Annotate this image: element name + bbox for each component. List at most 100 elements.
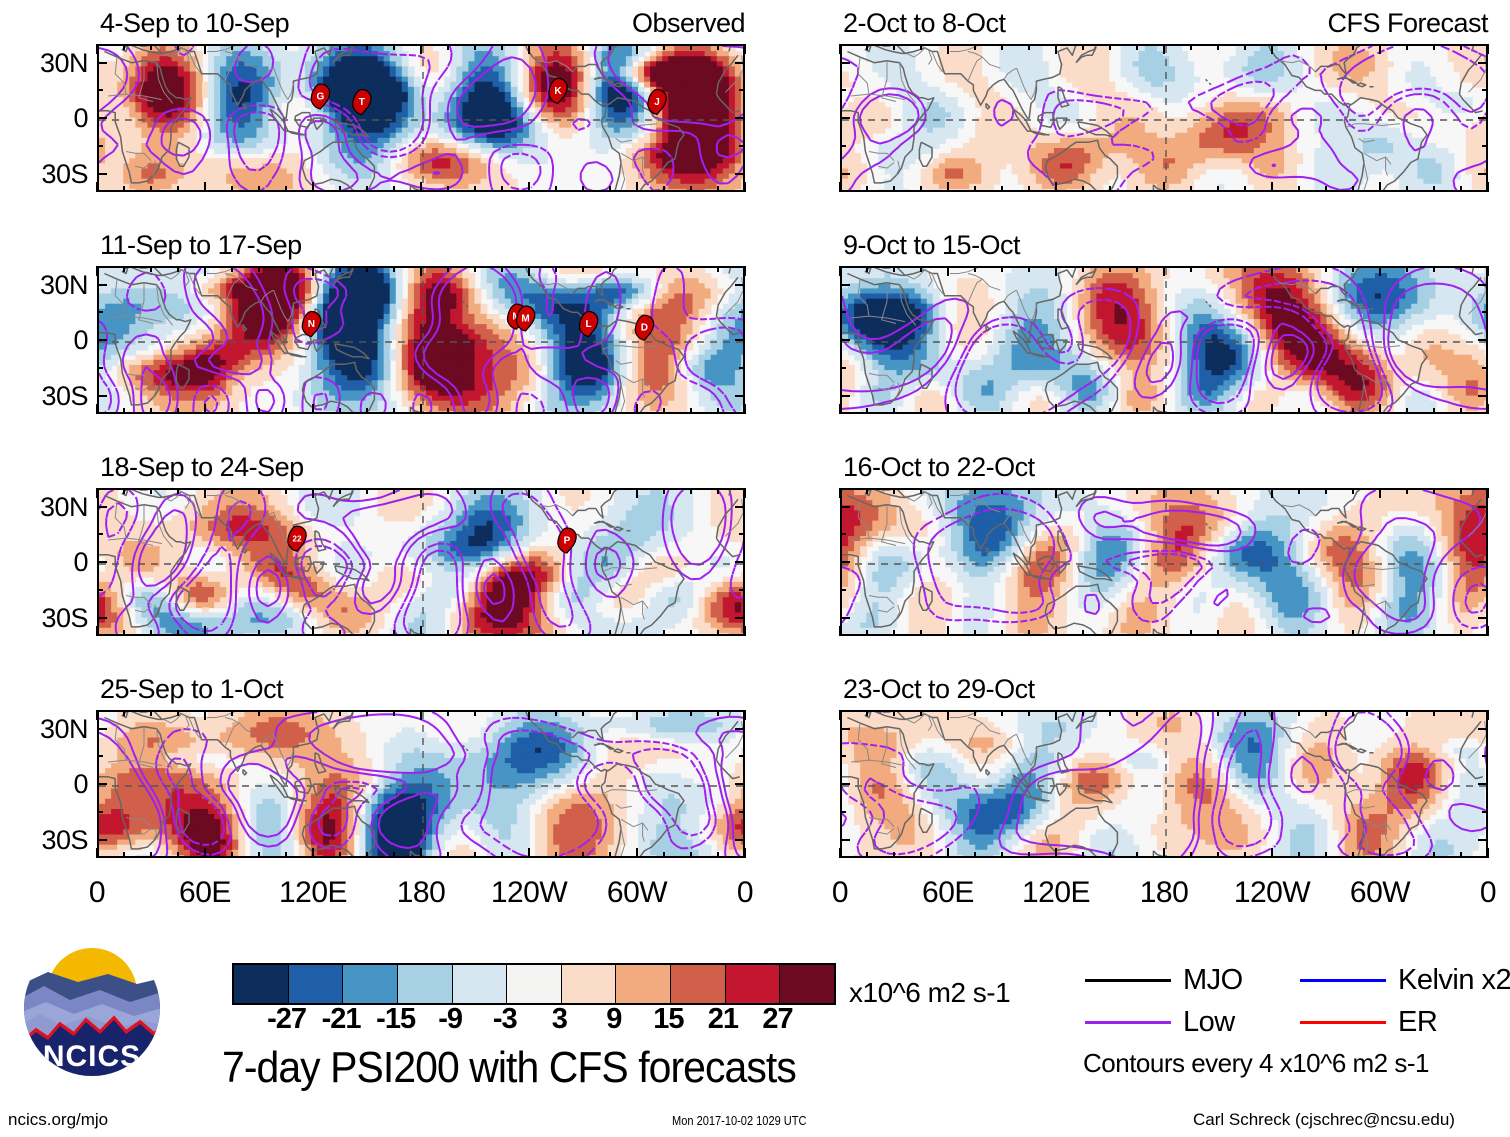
legend-label-er: ER	[1398, 1008, 1438, 1037]
y-axis-tick-label: 30N	[0, 715, 89, 743]
colorbar-tick-label: 3	[519, 1005, 599, 1034]
low-contour-positive	[137, 490, 727, 608]
map-plot-area	[840, 488, 1488, 636]
cyclone-label: K	[554, 86, 562, 97]
y-axis-tick-label: 30S	[0, 604, 88, 632]
y-axis-tick-label: 30N	[0, 493, 89, 521]
panel-title: 4-Sep to 10-Sep	[100, 8, 290, 38]
tropical-cyclone-marker: D	[634, 314, 655, 341]
colorbar-swatch	[724, 965, 780, 1003]
legend-label-mjo: MJO	[1183, 966, 1243, 995]
low-contour-positive	[99, 46, 743, 190]
coastlines	[842, 268, 1486, 412]
colorbar-tick-label: 27	[737, 1005, 817, 1034]
legend-line-er	[1300, 1021, 1386, 1024]
low-contour-positive	[99, 712, 743, 856]
coastlines	[99, 268, 743, 412]
x-axis-tick-label: 180	[1109, 878, 1219, 908]
panel-title: 23-Oct to 29-Oct	[843, 674, 1035, 704]
y-axis-tick-label: 0	[0, 105, 88, 132]
x-axis-tick-label: 0	[42, 878, 152, 908]
panel-title: 18-Sep to 24-Sep	[100, 452, 304, 482]
colorbar-tick-label: -27	[247, 1005, 327, 1034]
colorbar-units-label: x10^6 m2 s-1	[849, 977, 1011, 1009]
low-contour-negative	[99, 268, 743, 412]
map-plot-area	[840, 266, 1488, 414]
low-contour-negative	[944, 268, 1394, 412]
colorbar	[232, 963, 836, 1005]
tropical-cyclone-marker: T	[352, 88, 372, 116]
panel-title: 16-Oct to 22-Oct	[843, 452, 1035, 482]
cyclone-label: J	[654, 97, 660, 108]
low-contour-negative	[863, 712, 1416, 856]
footer-author: Carl Schreck (cjschrec@ncsu.edu)	[1193, 1110, 1455, 1130]
colorbar-swatch	[615, 965, 671, 1003]
low-contour-positive	[1015, 712, 1203, 856]
colorbar-swatch	[342, 965, 397, 1003]
low-contour-positive	[99, 46, 743, 190]
tropical-cyclone-marker: 22	[287, 525, 307, 552]
panel-title: 11-Sep to 17-Sep	[100, 230, 302, 260]
colorbar-swatch	[396, 965, 452, 1003]
cyclone-label: N	[308, 319, 315, 330]
low-contour-negative	[166, 729, 711, 856]
low-contour-positive	[842, 282, 1486, 393]
legend-label-low: Low	[1183, 1008, 1235, 1037]
contour-interval-note: Contours every 4 x10^6 m2 s-1	[1083, 1048, 1429, 1079]
tropical-cyclone-marker: J	[647, 88, 667, 116]
coastlines	[99, 490, 743, 634]
legend-entry-low: Low	[1085, 1008, 1235, 1037]
coastlines	[99, 46, 743, 190]
panel-title: 25-Sep to 1-Oct	[100, 674, 284, 704]
low-contour-positive	[842, 268, 1486, 410]
coastlines	[99, 712, 743, 856]
colorbar-tick-label: 9	[574, 1005, 654, 1034]
colorbar-swatch	[670, 965, 725, 1003]
y-axis-tick-label: 0	[0, 549, 88, 576]
legend-label-kelvin: Kelvin x2	[1398, 966, 1510, 995]
tropical-cyclone-marker: G	[310, 83, 331, 110]
low-contour-negative	[155, 716, 717, 856]
footer-timestamp: Mon 2017-10-02 1029 UTC	[672, 1113, 807, 1128]
colorbar-swatch	[287, 965, 343, 1003]
colorbar-tick-label: -15	[356, 1005, 436, 1034]
y-axis-tick-label: 0	[0, 327, 88, 354]
legend-entry-kelvin: Kelvin x2	[1300, 966, 1510, 995]
x-axis-tick-label: 120W	[474, 878, 584, 908]
coastlines	[842, 46, 1486, 190]
colorbar-tick-label: 21	[683, 1005, 763, 1034]
map-plot-area: 22 P	[97, 488, 745, 636]
colorbar-tick-label: -9	[410, 1005, 490, 1034]
footer-site-link[interactable]: ncics.org/mjo	[8, 1110, 108, 1130]
map-plot-area	[840, 44, 1488, 192]
x-axis-tick-label: 60E	[150, 878, 260, 908]
colorbar-swatch	[779, 965, 835, 1003]
x-axis-tick-label: 0	[1433, 878, 1510, 908]
low-contour-negative	[842, 492, 1486, 630]
colorbar-tick-label: -3	[465, 1005, 545, 1034]
map-plot-area: G T K J	[97, 44, 745, 192]
tropical-cyclone-marker: L	[578, 310, 599, 338]
colorbar-swatch	[506, 965, 561, 1003]
x-axis-tick-label: 0	[690, 878, 800, 908]
panel-title: 9-Oct to 15-Oct	[843, 230, 1021, 260]
low-contour-negative	[842, 712, 1486, 856]
ncics-logo: NCICS	[22, 938, 162, 1078]
column-header: Observed	[632, 8, 746, 38]
tropical-cyclone-marker: N	[301, 310, 322, 338]
svg-text:NCICS: NCICS	[43, 1040, 141, 1073]
panel-title: 2-Oct to 8-Oct	[843, 8, 1006, 38]
cyclone-label: M	[521, 314, 529, 325]
y-axis-tick-label: 30N	[0, 271, 89, 299]
legend-line-kelvin	[1300, 979, 1386, 982]
tropical-cyclone-marker: K	[548, 77, 568, 105]
tropical-cyclone-marker: P	[557, 527, 577, 554]
coastlines	[842, 490, 1486, 634]
y-axis-tick-label: 30S	[0, 826, 88, 854]
cyclone-label: P	[564, 536, 571, 547]
map-plot-area	[97, 710, 745, 858]
coastlines	[842, 712, 1486, 856]
colorbar-swatch	[451, 965, 507, 1003]
x-axis-tick-label: 120E	[1001, 878, 1111, 908]
legend-entry-er: ER	[1300, 1008, 1438, 1037]
